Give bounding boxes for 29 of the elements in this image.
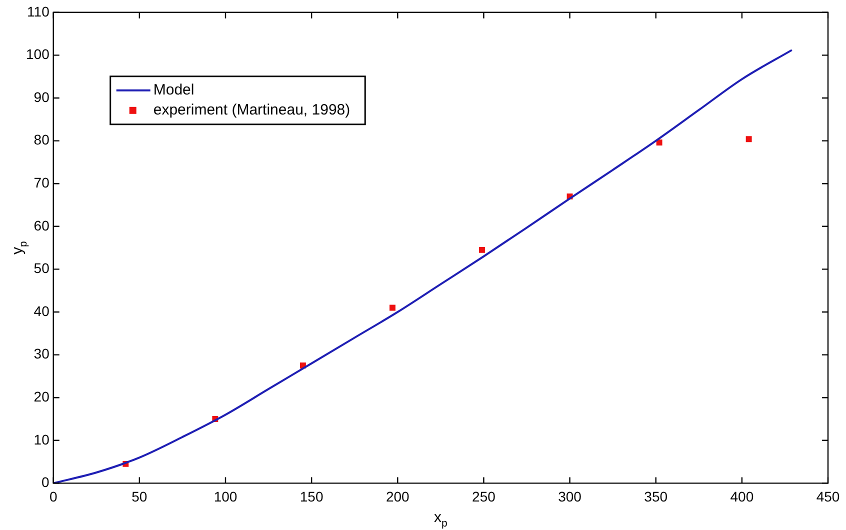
y-tick-label: 70 [34, 174, 50, 190]
y-axis-title: yp [9, 240, 30, 254]
y-tick-label: 60 [34, 217, 50, 234]
x-tick-label: 350 [644, 488, 668, 504]
x-tick-label: 100 [214, 488, 238, 504]
y-tick-label: 0 [42, 474, 50, 490]
x-tick-label: 150 [300, 488, 324, 504]
point [479, 246, 485, 253]
y-tick-label: 90 [34, 88, 50, 105]
x-tick-label: 300 [558, 488, 582, 504]
legend-label: experiment (Martineau, 1998) [153, 102, 350, 119]
x-tick-label: 450 [816, 488, 840, 504]
line-series [53, 49, 793, 484]
y-tick-label: 80 [34, 132, 50, 148]
y-tick-label: 10 [34, 431, 50, 448]
y-tick-label: 40 [34, 302, 50, 319]
legend-label: Model [153, 82, 194, 99]
x-tick-label: 250 [472, 488, 496, 504]
x-tick-label: 200 [386, 488, 410, 504]
y-tick-label: 30 [34, 346, 50, 362]
y-tick-label: 100 [26, 46, 50, 62]
y-tick-label: 110 [27, 3, 50, 20]
point [390, 304, 396, 311]
y-tick-label: 20 [34, 388, 50, 404]
point [746, 136, 752, 142]
point [656, 140, 662, 146]
x-tick-label: 400 [730, 488, 754, 504]
y-tick-label: 50 [34, 260, 50, 276]
x-tick-label: 50 [132, 488, 148, 504]
